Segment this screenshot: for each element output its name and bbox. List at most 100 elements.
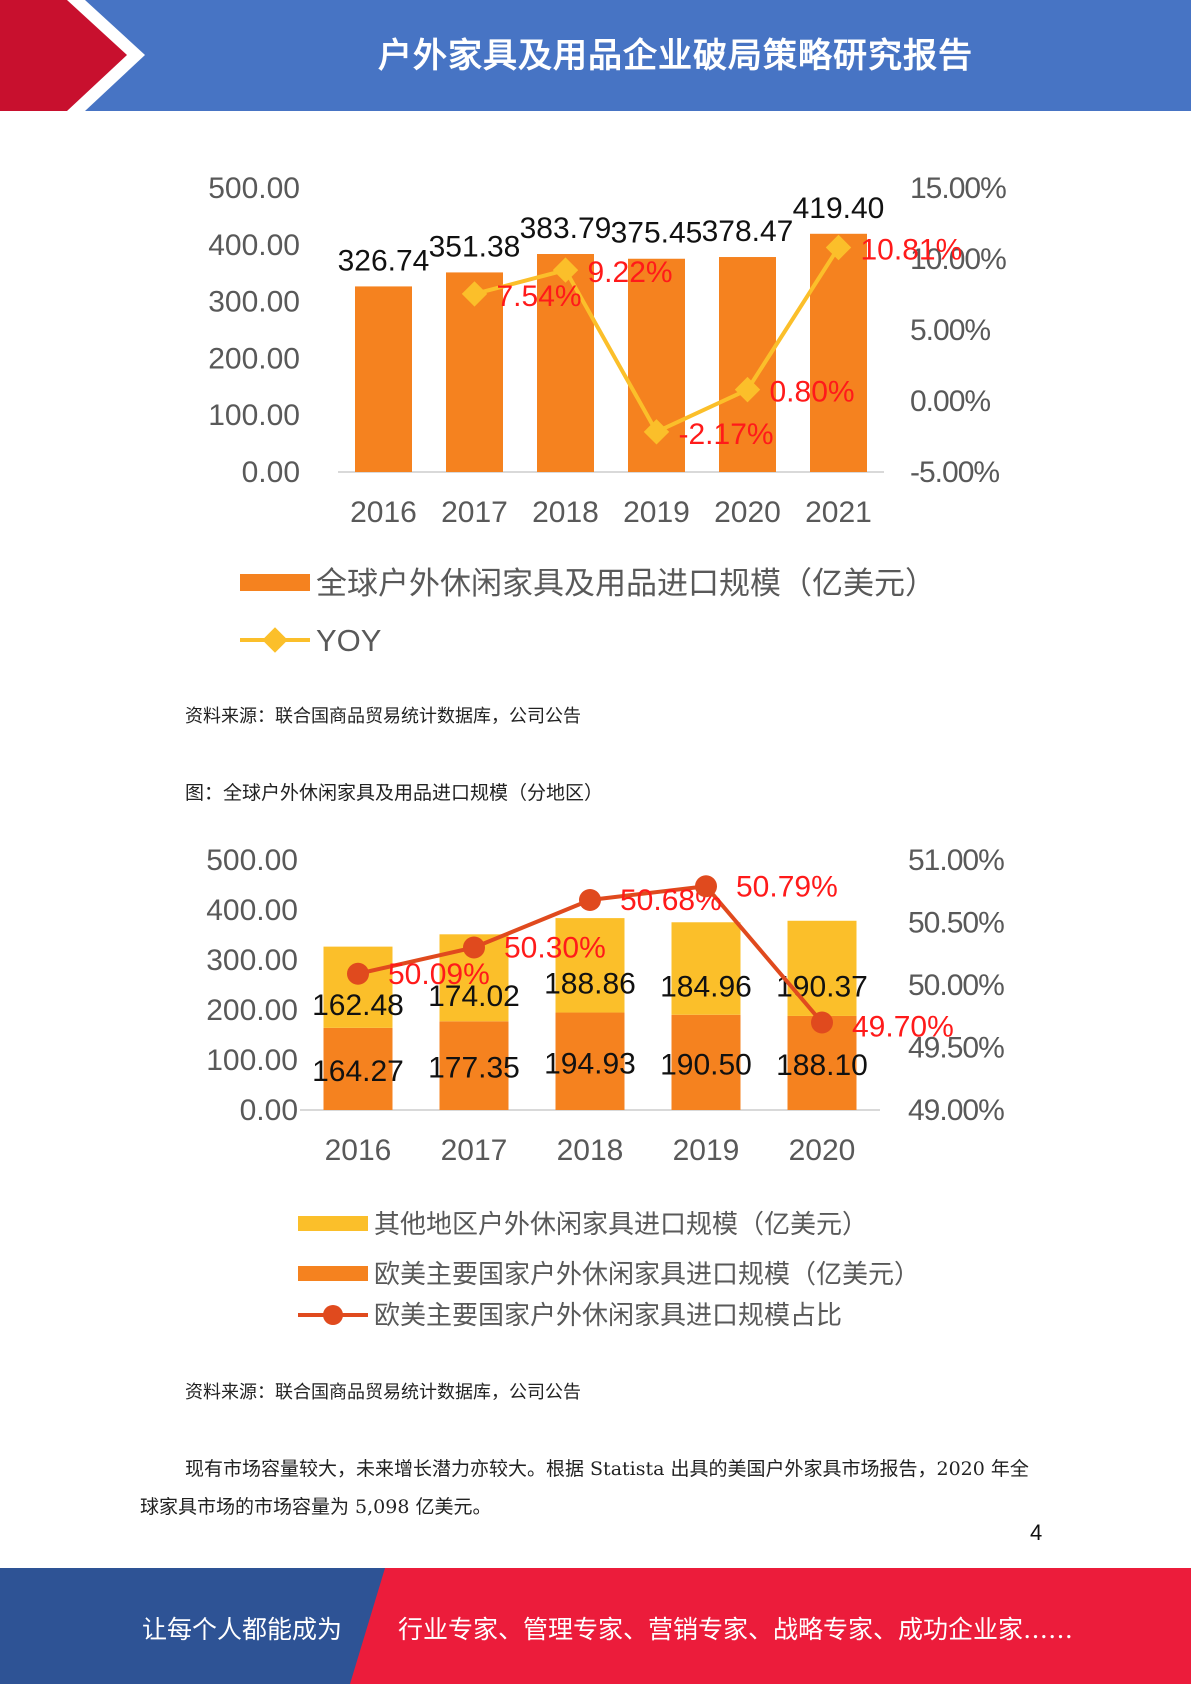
yoy-data-label: 0.80% [770, 376, 855, 409]
bar-data-label: 383.79 [520, 212, 612, 245]
legend-swatch-other [298, 1216, 368, 1231]
bar-data-label: 351.38 [429, 230, 521, 263]
yoy-marker [461, 281, 488, 307]
x-tick-label: 2017 [441, 1134, 508, 1167]
legend-label: YOY [316, 623, 381, 658]
share-marker [463, 936, 485, 959]
chart-import-by-region: 0.00 100.00 200.00 300.00 400.00 500.00 49.00%… [0, 830, 1191, 1350]
figure-caption-2: 图：全球户外休闲家具及用品进口规模（分地区） [185, 782, 604, 804]
y-left-tick-label: 300.00 [206, 944, 298, 977]
bar [719, 257, 776, 472]
share-data-label: 50.30% [504, 932, 606, 965]
legend-swatch-marker [262, 627, 288, 653]
bar-data-label: 184.96 [660, 971, 752, 1004]
bar-segment-other-regions [323, 946, 393, 1028]
x-tick-label: 2021 [805, 496, 872, 529]
share-marker [811, 1011, 833, 1034]
x-tick-label: 2019 [623, 496, 690, 529]
legend-swatch-europe-america [298, 1266, 368, 1281]
y-left-tick-label: 0.00 [242, 456, 300, 489]
y-right-tick-label: 50.50% [908, 907, 1004, 940]
yoy-marker [643, 419, 670, 445]
source-note-2: 资料来源：联合国商品贸易统计数据库，公司公告 [185, 1382, 581, 1403]
page-header: 户外家具及用品企业破局策略研究报告 [0, 0, 1191, 111]
y-left-tick-label: 500.00 [206, 844, 298, 877]
source-note-1: 资料来源：联合国商品贸易统计数据库，公司公告 [185, 706, 581, 727]
bar-data-label: 326.74 [338, 244, 430, 277]
bar-segment-europe-america [439, 1021, 509, 1110]
bar-data-label: 174.02 [428, 980, 520, 1013]
y-right-tick-label: 50.00% [908, 969, 1004, 1002]
y-right-tick-label: 15.00% [910, 172, 1006, 205]
bar-data-label: 164.27 [312, 1055, 404, 1088]
bar-segment-europe-america [671, 1014, 741, 1110]
page-footer [0, 1568, 1191, 1684]
y-right-tick-label: 49.00% [908, 1094, 1004, 1127]
body-paragraph: 现有市场容量较大，未来增长潜力亦较大。根据 Statista 出具的美国户外家具… [140, 1458, 1029, 1518]
bar-data-label: 162.48 [312, 989, 404, 1022]
header-banner [0, 0, 1191, 111]
bar-segment-europe-america [323, 1027, 393, 1110]
share-data-label: 49.70% [852, 1011, 954, 1044]
x-tick-label: 2018 [557, 1134, 624, 1167]
y-left-tick-label: 100.00 [208, 399, 300, 432]
x-tick-label: 2020 [789, 1134, 856, 1167]
x-tick-label: 2019 [673, 1134, 740, 1167]
yoy-data-label: 9.22% [588, 256, 673, 289]
y-left-tick-label: 400.00 [208, 229, 300, 262]
bar-segment-other-regions [671, 922, 741, 1015]
share-marker [579, 889, 601, 911]
share-data-label: 50.09% [388, 958, 490, 991]
chart-import-scale: 0.00 100.00 200.00 300.00 400.00 500.00 -5.00%… [0, 150, 1191, 670]
y-right-tick-label: 0.00% [910, 385, 990, 418]
y-left-tick-label: 0.00 [240, 1094, 298, 1127]
chart-import-scale-svg: 0.00 100.00 200.00 300.00 400.00 500.00 -5.00%… [208, 172, 1007, 658]
y-right-tick-label: 5.00% [910, 314, 990, 347]
bar-data-label: 188.10 [776, 1049, 868, 1082]
bar-data-label: 177.35 [428, 1052, 520, 1085]
bar [810, 233, 867, 472]
chart-import-by-region-svg: 0.00 100.00 200.00 300.00 400.00 500.00 49.00%… [206, 844, 1005, 1330]
legend-swatch-bar [240, 574, 310, 591]
yoy-marker [825, 234, 852, 261]
y-left-tick-label: 100.00 [206, 1044, 298, 1077]
header-title: 户外家具及用品企业破局策略研究报告 [378, 36, 973, 76]
bar-data-label: 188.86 [544, 967, 636, 1000]
legend-label: 其他地区户外休闲家具进口规模（亿美元） [374, 1209, 868, 1239]
bar-data-label: 190.50 [660, 1048, 752, 1081]
y-right-tick-label: -5.00% [910, 456, 999, 489]
y-left-tick-label: 500.00 [208, 172, 300, 205]
bar [355, 286, 412, 472]
page-number: 4 [1030, 1520, 1043, 1545]
bar-data-label: 194.93 [544, 1047, 636, 1080]
footer-slogan-right: 行业专家、管理专家、营销专家、战略专家、成功企业家…… [398, 1615, 1074, 1644]
yoy-data-label: -2.17% [679, 418, 774, 451]
legend-label: 欧美主要国家户外休闲家具进口规模（亿美元） [374, 1259, 920, 1289]
legend-label: 欧美主要国家户外休闲家具进口规模占比 [374, 1300, 842, 1330]
bar [537, 254, 594, 472]
x-tick-label: 2018 [532, 496, 599, 529]
footer-slogan-left: 让每个人都能成为 [142, 1615, 343, 1644]
legend-swatch-marker [323, 1305, 343, 1325]
bar-data-label: 378.47 [702, 215, 794, 248]
x-tick-label: 2016 [325, 1134, 392, 1167]
yoy-data-label: 10.81% [861, 233, 963, 266]
x-tick-label: 2020 [714, 496, 781, 529]
y-right-tick-label: 10.00% [910, 243, 1006, 276]
yoy-marker [734, 376, 761, 403]
y-left-tick-label: 200.00 [206, 994, 298, 1027]
y-right-tick-label: 49.50% [908, 1032, 1004, 1065]
share-marker [695, 875, 717, 898]
x-tick-label: 2017 [441, 496, 508, 529]
y-right-tick-label: 51.00% [908, 844, 1004, 877]
y-left-tick-label: 200.00 [208, 342, 300, 375]
y-left-tick-label: 400.00 [206, 894, 298, 927]
bar-segment-other-regions [787, 920, 857, 1016]
x-tick-label: 2016 [350, 496, 417, 529]
footer-banner [0, 1568, 1191, 1684]
share-data-label: 50.79% [736, 870, 838, 903]
bar-segment-europe-america [555, 1012, 625, 1110]
legend-label: 全球户外休闲家具及用品进口规模（亿美元） [316, 566, 936, 601]
bar-data-label: 419.40 [793, 192, 885, 225]
y-left-tick-label: 300.00 [208, 286, 300, 319]
